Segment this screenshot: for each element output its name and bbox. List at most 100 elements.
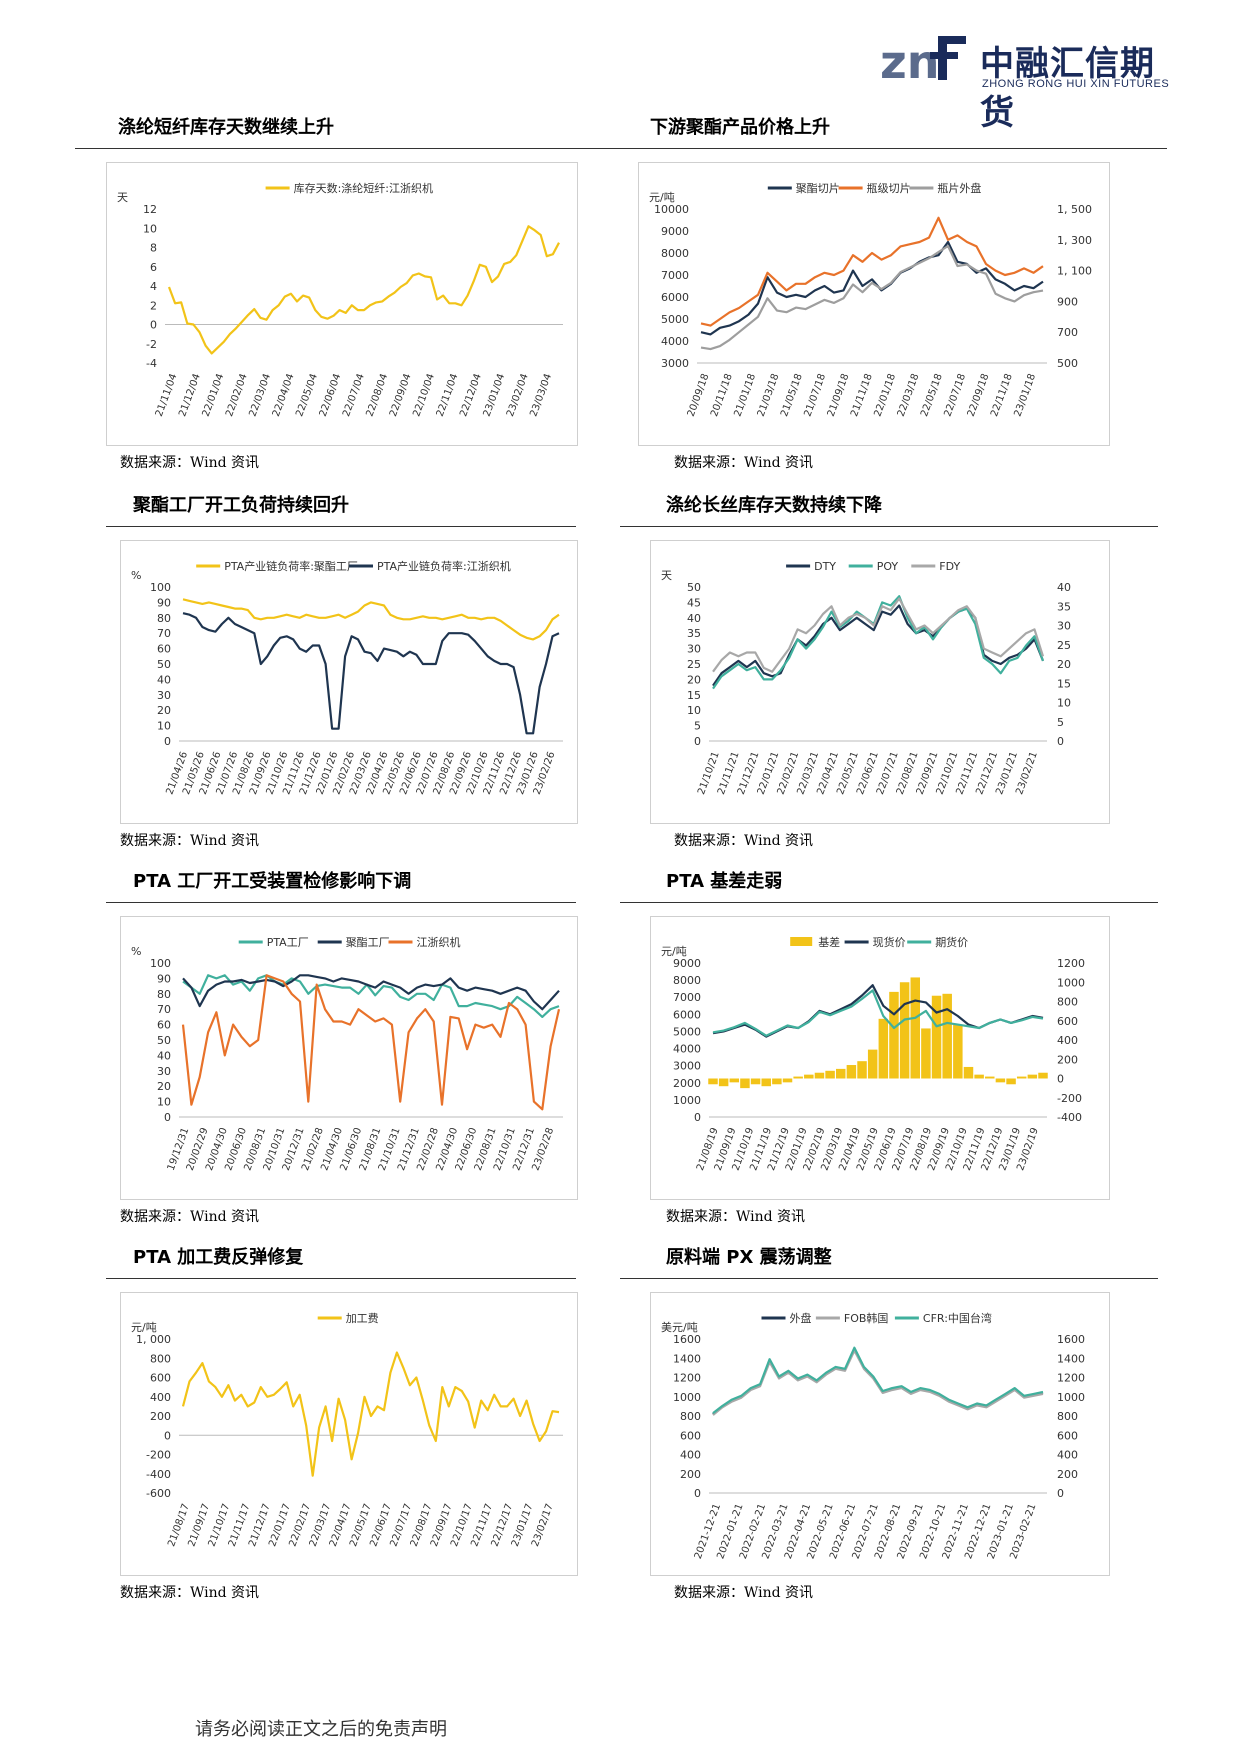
y2-tick-label: 700 bbox=[1057, 326, 1078, 339]
data-source-8: 数据来源：Wind 资讯 bbox=[674, 1585, 814, 1601]
legend: PTA产业链负荷率:聚酯工厂 PTA产业链负荷率:江浙织机 bbox=[196, 559, 511, 573]
y-tick-label: 4 bbox=[150, 280, 157, 293]
y-tick-label: 5000 bbox=[661, 313, 689, 326]
y-tick-label: 4000 bbox=[673, 1043, 701, 1056]
y2-tick-label: 800 bbox=[1057, 1410, 1078, 1423]
legend-label-2: 江浙织机 bbox=[417, 935, 461, 949]
panel-title-5: PTA 工厂开工受装置检修影响下调 bbox=[133, 871, 412, 892]
y2-tick-label: 200 bbox=[1057, 1468, 1078, 1481]
series-line-2 bbox=[700, 244, 1044, 351]
legend-label-0: 聚酯切片 bbox=[796, 182, 840, 195]
series-line-1 bbox=[182, 612, 560, 735]
legend-label-0: PTA工厂 bbox=[267, 936, 309, 949]
y2-tick-label: 1, 500 bbox=[1057, 203, 1092, 216]
y-tick-label: 0 bbox=[164, 1111, 171, 1124]
legend-label-0: 基差 bbox=[818, 935, 840, 949]
basis-bar bbox=[889, 991, 899, 1079]
x-tick-label: 22/01/18 bbox=[872, 372, 898, 418]
y2-tick-label: 1, 300 bbox=[1057, 234, 1092, 247]
y2-tick-label: 0 bbox=[1057, 735, 1064, 748]
y-tick-label: 0 bbox=[694, 735, 701, 748]
y-tick-label: 6000 bbox=[673, 1008, 701, 1021]
logo-english-name: ZHONG RONG HUI XIN FUTURES bbox=[982, 78, 1170, 90]
data-source-6: 数据来源：Wind 资讯 bbox=[666, 1209, 806, 1225]
series-line-0 bbox=[700, 240, 1044, 336]
y-tick-label: 7000 bbox=[673, 991, 701, 1004]
company-logo: zn 中融汇信期货 ZHONG RONG HUI XIN FUTURES bbox=[880, 28, 1180, 133]
y-tick-label: 8000 bbox=[673, 974, 701, 987]
y-axis-unit: 美元/吨 bbox=[661, 1321, 698, 1334]
series-line-2 bbox=[181, 974, 561, 1111]
y-tick-label: 400 bbox=[150, 1391, 171, 1404]
y-tick-label: 30 bbox=[157, 1065, 171, 1078]
chart-8-svg: 外盘 FOB韩国 CFR:中国台湾美元/吨160014001200100080060… bbox=[661, 1311, 1085, 1561]
legend-label-1: 聚酯工厂 bbox=[346, 936, 390, 949]
basis-bar bbox=[942, 993, 952, 1079]
y-tick-label: 9000 bbox=[673, 957, 701, 970]
series-line-0 bbox=[712, 604, 1045, 687]
x-tick-label: 22/07/18 bbox=[942, 372, 968, 418]
basis-bar bbox=[1027, 1074, 1038, 1079]
y-tick-label: 8000 bbox=[661, 247, 689, 260]
y-tick-label: 25 bbox=[687, 658, 701, 671]
x-tick-label: 21/12/04 bbox=[177, 372, 203, 418]
y-tick-label: 40 bbox=[157, 673, 171, 686]
y-tick-label: -200 bbox=[146, 1449, 171, 1462]
y-tick-label: 0 bbox=[164, 1429, 171, 1442]
y-tick-label: 8 bbox=[150, 242, 157, 255]
y-tick-label: 0 bbox=[150, 319, 157, 332]
legend: DTY POY FDY bbox=[786, 560, 960, 573]
y2-tick-label: 400 bbox=[1057, 1449, 1078, 1462]
basis-bar bbox=[782, 1078, 793, 1083]
y-tick-label: -400 bbox=[146, 1468, 171, 1481]
legend-swatch-0 bbox=[790, 937, 813, 946]
series-line-2 bbox=[712, 1346, 1044, 1414]
x-tick-label: 22/08/04 bbox=[365, 372, 391, 418]
legend-label-0: 加工费 bbox=[346, 1312, 379, 1325]
y-tick-label: 1000 bbox=[673, 1094, 701, 1107]
y-tick-label: 80 bbox=[157, 612, 171, 625]
series-line-1 bbox=[182, 974, 560, 1011]
y-tick-label: 40 bbox=[687, 612, 701, 625]
znf-logo-mark: zn bbox=[880, 35, 966, 88]
panel-title-6: PTA 基差走弱 bbox=[666, 871, 783, 892]
y-tick-label: 50 bbox=[157, 1034, 171, 1047]
basis-bar bbox=[804, 1074, 814, 1079]
y-tick-label: 40 bbox=[157, 1049, 171, 1062]
basis-bar bbox=[921, 1028, 931, 1079]
x-tick-label: 22/03/18 bbox=[896, 372, 922, 418]
y2-tick-label: 20 bbox=[1057, 658, 1071, 671]
y-tick-label: 4000 bbox=[661, 335, 689, 348]
legend-label-1: FOB韩国 bbox=[844, 1311, 889, 1325]
legend-label-0: 外盘 bbox=[790, 1311, 812, 1325]
legend-label-1: 瓶级切片 bbox=[867, 181, 911, 195]
data-source-3: 数据来源：Wind 资讯 bbox=[120, 833, 260, 849]
y-tick-label: 50 bbox=[157, 658, 171, 671]
data-source-7: 数据来源：Wind 资讯 bbox=[120, 1585, 260, 1601]
y-tick-label: 100 bbox=[150, 957, 171, 970]
y-tick-label: 0 bbox=[694, 1111, 701, 1124]
y-tick-label: 6 bbox=[150, 261, 157, 274]
chart-box-3: PTA产业链负荷率:聚酯工厂 PTA产业链负荷率:江浙织机% 100 90 80 70 60… bbox=[120, 540, 578, 824]
y-tick-label: 70 bbox=[157, 1003, 171, 1016]
x-tick-label: 22/01/04 bbox=[201, 372, 227, 418]
basis-bar bbox=[708, 1078, 718, 1085]
y2-tick-label: -200 bbox=[1057, 1092, 1082, 1105]
basis-bar bbox=[953, 1024, 963, 1079]
y-tick-label: 1400 bbox=[673, 1352, 701, 1365]
series-line-1 bbox=[712, 984, 1044, 1038]
y-tick-label: -2 bbox=[146, 338, 157, 351]
legend-label-0: DTY bbox=[814, 560, 836, 573]
y-tick-label: 50 bbox=[687, 581, 701, 594]
x-tick-label: 22/05/04 bbox=[294, 372, 320, 418]
series-line-1 bbox=[700, 216, 1044, 327]
x-tick-label: 22/09/18 bbox=[966, 372, 992, 418]
chart-box-8: 外盘 FOB韩国 CFR:中国台湾 美元/吨 1600 1400 1200 1000 800 60… bbox=[650, 1292, 1110, 1576]
svg-text:zn: zn bbox=[880, 35, 940, 88]
y-tick-label: 9000 bbox=[661, 225, 689, 238]
divider-left-2 bbox=[106, 526, 576, 527]
y-tick-label: 10 bbox=[687, 704, 701, 717]
